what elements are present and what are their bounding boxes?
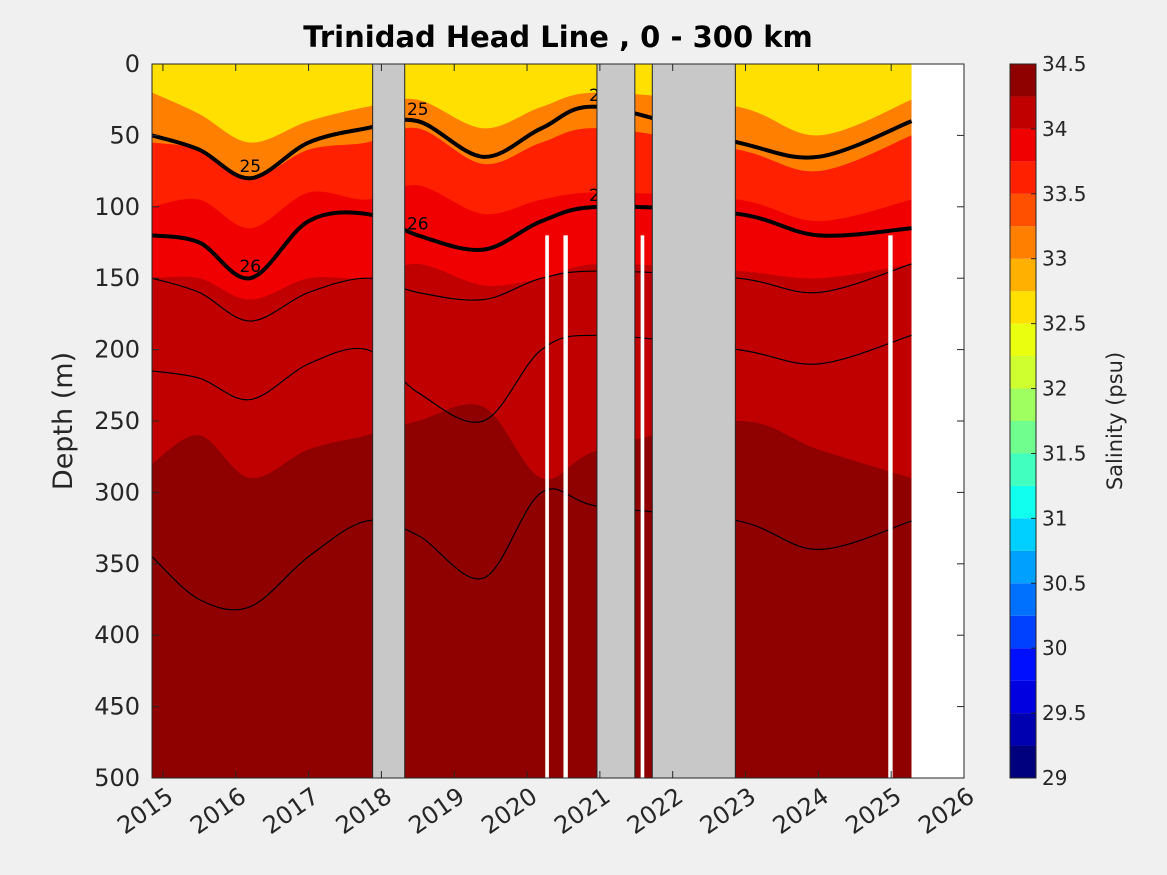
isopycnal-25 bbox=[152, 104, 913, 181]
colorbar-segment bbox=[1010, 583, 1036, 616]
colorbar: 34.5 34 33.5 33 32.5 32 31.5 31 30.5 30 29.5 29 bbox=[1009, 52, 1087, 790]
colorbar-segment bbox=[1010, 96, 1036, 129]
chart-title: Trinidad Head Line , 0 - 300 km bbox=[303, 20, 812, 54]
colorbar-segment bbox=[1010, 388, 1036, 421]
salinity-field bbox=[152, 64, 964, 778]
colorbar-segment bbox=[1010, 291, 1036, 324]
thin-contour-1 bbox=[152, 263, 912, 322]
colorbar-segment bbox=[1010, 64, 1036, 97]
y-tick-label: 100 bbox=[94, 193, 140, 221]
data-gap-3 bbox=[640, 235, 645, 778]
colorbar-segment bbox=[1010, 356, 1036, 389]
colorbar-segment bbox=[1010, 453, 1036, 486]
colorbar-tick-label: 34 bbox=[1042, 117, 1067, 141]
y-axis-label: Depth (m) bbox=[48, 352, 79, 490]
data-gap-1 bbox=[545, 235, 549, 778]
colorbar-segment bbox=[1010, 713, 1036, 746]
no-data-band-3 bbox=[651, 64, 736, 778]
colorbar-segment bbox=[1010, 680, 1036, 714]
colorbar-tick-label: 33 bbox=[1042, 247, 1067, 271]
y-tick-label: 200 bbox=[94, 336, 140, 364]
colorbar-segment bbox=[1010, 550, 1036, 584]
colorbar-tick-label: 29.5 bbox=[1042, 701, 1087, 725]
y-tick-label: 500 bbox=[94, 764, 140, 792]
colorbar-segment bbox=[1010, 745, 1036, 778]
contour-label-26: 26 bbox=[407, 214, 429, 234]
y-tick-label: 50 bbox=[109, 121, 140, 149]
data-gap-4 bbox=[888, 235, 893, 778]
y-tick-label: 250 bbox=[94, 407, 140, 435]
no-data-band-2 bbox=[596, 64, 636, 778]
isopycnal-26 bbox=[152, 204, 912, 281]
colorbar-segment bbox=[1010, 648, 1036, 681]
colorbar-segment bbox=[1010, 518, 1036, 551]
no-data-band-1 bbox=[372, 64, 406, 778]
colorbar-tick-label: 29 bbox=[1042, 766, 1067, 790]
thin-contour-3 bbox=[152, 488, 912, 611]
colorbar-segment bbox=[1010, 421, 1036, 454]
thin-contour-2 bbox=[152, 334, 912, 423]
y-tick-label: 450 bbox=[94, 693, 140, 721]
colorbar-tick-label: 32.5 bbox=[1042, 312, 1087, 336]
colorbar-tick-label: 33.5 bbox=[1042, 182, 1087, 206]
contour-label-25: 25 bbox=[407, 100, 429, 120]
colorbar-tick-label: 32 bbox=[1042, 377, 1067, 401]
y-tick-label: 350 bbox=[94, 550, 140, 578]
colorbar-segment bbox=[1010, 226, 1036, 259]
data-gap-2 bbox=[563, 235, 568, 778]
y-tick-label: 0 bbox=[125, 50, 140, 78]
colorbar-tick-label: 31.5 bbox=[1042, 441, 1087, 465]
no-data-area bbox=[911, 64, 964, 778]
contour-label-25: 25 bbox=[239, 157, 261, 177]
colorbar-tick-label: 30.5 bbox=[1042, 571, 1087, 595]
y-axis: 0 50 100 150 200 250 300 350 400 450 500 bbox=[94, 50, 964, 792]
no-data-bands bbox=[372, 64, 893, 778]
colorbar-segment bbox=[1010, 323, 1036, 357]
plot-area: 252525262626 201520162017201820192020202… bbox=[94, 50, 979, 840]
colorbar-label: Salinity (psu) bbox=[1103, 352, 1127, 490]
y-tick-label: 150 bbox=[94, 264, 140, 292]
colorbar-segment bbox=[1010, 128, 1036, 162]
colorbar-segment bbox=[1010, 161, 1036, 194]
colorbar-segment bbox=[1010, 258, 1036, 292]
y-tick-label: 300 bbox=[94, 478, 140, 506]
colorbar-tick-label: 34.5 bbox=[1042, 52, 1087, 76]
colorbar-segment bbox=[1010, 193, 1036, 227]
colorbar-segment bbox=[1010, 615, 1036, 649]
colorbar-tick-label: 31 bbox=[1042, 506, 1067, 530]
contour-label-26: 26 bbox=[239, 257, 261, 277]
colorbar-frame bbox=[1009, 63, 1037, 779]
colorbar-segment bbox=[1010, 485, 1036, 519]
colorbar-tick-label: 30 bbox=[1042, 636, 1067, 660]
y-tick-label: 400 bbox=[94, 621, 140, 649]
